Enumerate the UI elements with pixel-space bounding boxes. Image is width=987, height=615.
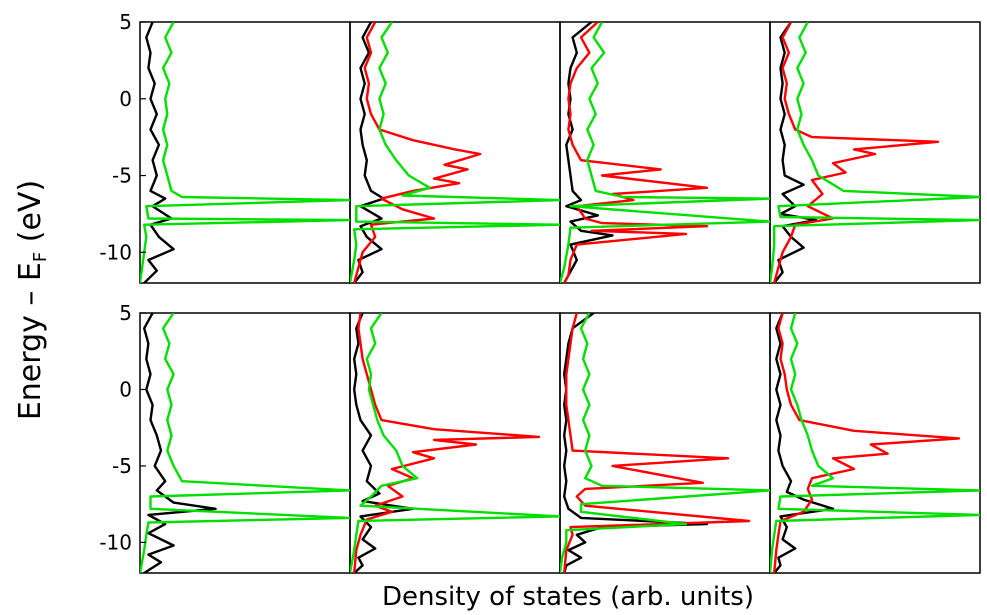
panel-r1-c3 <box>770 313 980 573</box>
dos-curve-green-r0-c1 <box>350 22 560 283</box>
dos-curve-red-r0-c1 <box>353 22 482 283</box>
panel-frame-r0-c0 <box>139 21 351 284</box>
dos-curve-green-r0-c0 <box>140 22 350 283</box>
y-ticks-group: 5 0 -5 -10 5 0 -5 -10 <box>99 10 146 554</box>
panels-group <box>139 21 981 574</box>
dos-curve-green-r1-c2 <box>560 313 770 573</box>
dos-curve-black-r1-c0 <box>143 313 217 573</box>
y-axis-label-subscript: F <box>30 252 51 262</box>
panel-frame-r1-c2 <box>559 312 771 574</box>
x-axis-label: Density of states (arb. units) <box>382 582 754 612</box>
panel-frame-r0-c3 <box>769 21 981 284</box>
dos-curve-black-r1-c1 <box>353 313 415 573</box>
panel-frame-r1-c3 <box>769 312 981 574</box>
dos-curve-red-r1-c2 <box>563 313 751 573</box>
dos-curve-red-r1-c3 <box>773 313 961 573</box>
y-tick-label: -5 <box>112 164 132 188</box>
dos-curve-black-r0-c0 <box>143 22 175 283</box>
panel-r1-c1 <box>350 313 560 573</box>
panel-r0-c1 <box>350 22 560 283</box>
y-axis-label-unit: (eV) <box>13 180 48 252</box>
panel-r0-c0 <box>140 22 350 283</box>
y-tick-label: 0 <box>119 87 132 111</box>
panel-r0-c2 <box>560 22 770 283</box>
y-tick-label: -10 <box>99 240 132 264</box>
dos-curve-red-r0-c3 <box>773 22 940 283</box>
y-axis-label: Energy – EF (eV) <box>13 180 51 420</box>
dos-curve-green-r1-c1 <box>350 313 560 573</box>
dos-curve-black-r0-c3 <box>773 22 818 283</box>
dos-curve-black-r0-c1 <box>353 22 385 283</box>
dos-curve-green-r1-c0 <box>140 313 350 573</box>
y-tick-label: -10 <box>99 530 132 554</box>
panel-r1-c2 <box>560 313 770 573</box>
dos-curve-red-r1-c1 <box>353 313 541 573</box>
dos-curve-red-r0-c2 <box>563 22 709 283</box>
dos-curve-green-r0-c3 <box>770 22 980 283</box>
panel-r0-c3 <box>770 22 980 283</box>
y-tick-label: -5 <box>112 454 132 478</box>
dos-curve-black-r0-c2 <box>563 22 614 283</box>
y-axis-label-main: Energy – E <box>13 262 48 420</box>
panel-r1-c0 <box>140 313 350 573</box>
panel-frame-r1-c0 <box>139 312 351 574</box>
y-tick-label: 5 <box>119 10 132 34</box>
dos-curve-green-r0-c2 <box>560 22 770 283</box>
dos-curve-black-r1-c3 <box>773 313 835 573</box>
y-tick-label: 5 <box>119 301 132 325</box>
y-tick-label: 0 <box>119 377 132 401</box>
dos-curve-black-r1-c2 <box>563 313 709 573</box>
dos-curve-green-r1-c3 <box>770 313 980 573</box>
panel-frame-r0-c1 <box>349 21 561 284</box>
